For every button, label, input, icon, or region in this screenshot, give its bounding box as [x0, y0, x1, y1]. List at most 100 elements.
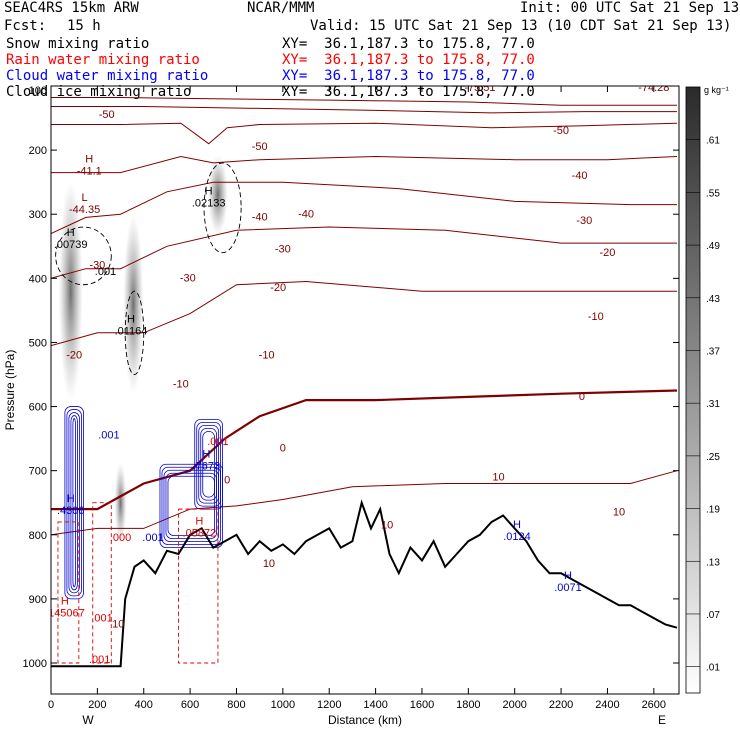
snow-shading — [207, 154, 228, 235]
extremum-label: .001 — [95, 266, 116, 278]
extremum-value: .05872 — [183, 528, 217, 540]
contour-label: -20 — [270, 282, 286, 294]
colorbar-label: .43 — [706, 294, 720, 305]
y-tick-label: 900 — [29, 594, 47, 606]
y-tick-label: 100 — [29, 85, 47, 97]
contour-label: -20 — [599, 247, 615, 259]
colorbar-label: .25 — [706, 452, 720, 463]
contour-label: -10 — [588, 311, 604, 323]
x-tick-label: 1400 — [363, 699, 387, 711]
extremum-label: H — [564, 570, 572, 582]
fcst-label: Fcst: — [4, 18, 47, 34]
x-tick-label: 2400 — [595, 699, 619, 711]
cloud-water-contour — [200, 427, 217, 501]
extremum-label: H — [67, 493, 75, 505]
y-tick-label: 300 — [29, 209, 47, 221]
field-xy: XY= 36.1,187.3 to 175.8, 77.0 — [282, 52, 535, 68]
x-tick-label: 600 — [181, 699, 199, 711]
field-xy: XY= 36.1,187.3 to 175.8, 77.0 — [282, 84, 535, 100]
colorbar-label: .13 — [706, 557, 720, 568]
isotherm — [51, 155, 678, 174]
extremum-label: H — [67, 227, 75, 239]
extremum-value: .00739 — [54, 239, 88, 251]
colorbar-label: .55 — [706, 188, 720, 199]
y-tick-label: 400 — [29, 273, 47, 285]
colorbar-label: .01 — [706, 663, 720, 674]
extremum-label: H — [195, 516, 203, 528]
cloud-water-contour — [159, 463, 223, 548]
contour-label: -50 — [553, 125, 569, 137]
field-xy: XY= 36.1,187.3 to 175.8, 77.0 — [282, 36, 535, 52]
contour-label: -40 — [298, 208, 314, 220]
field-xy: XY= 36.1,187.3 to 175.8, 77.0 — [282, 68, 535, 84]
contour-label: -20 — [66, 349, 82, 361]
y-tick-label: 700 — [29, 466, 47, 478]
snow-shading — [123, 213, 144, 394]
contour-label: -30 — [576, 215, 592, 227]
extremum-value: -44.35 — [69, 204, 100, 216]
extremum-label: H — [85, 153, 93, 165]
contour-label: -30 — [180, 273, 196, 285]
plot-frame — [50, 85, 680, 695]
colorbar-unit: g kg⁻¹ — [704, 85, 729, 95]
extremum-label: H — [61, 596, 69, 608]
colorbar-label: .61 — [706, 136, 720, 147]
cloud-water-contour — [198, 424, 219, 504]
isotherm — [51, 181, 677, 234]
contour-label: -50 — [252, 141, 268, 153]
contour-label: -30 — [89, 260, 105, 272]
rain-contour — [178, 508, 219, 664]
contour-label: -40 — [252, 212, 268, 224]
isotherm — [51, 389, 678, 511]
y-tick-label: 200 — [29, 145, 47, 157]
west-label: W — [82, 713, 94, 727]
contour-label: -30 — [275, 244, 291, 256]
x-axis-label: Distance (km) — [328, 713, 402, 727]
colorbar-label: .49 — [706, 241, 720, 252]
y-tick-label: 800 — [29, 530, 47, 542]
extremum-label: H — [127, 314, 135, 326]
field-label: Rain water mixing ratio — [6, 52, 200, 68]
model-title: SEAC4RS 15km ARW — [4, 0, 139, 16]
cloud-water-contour — [68, 412, 80, 594]
snow-contour — [124, 290, 145, 375]
cloud-water-contour — [163, 469, 219, 542]
x-tick-label: 800 — [227, 699, 245, 711]
y-axis-label: Pressure (hPa) — [3, 350, 17, 431]
x-tick-label: 1200 — [317, 699, 341, 711]
contour-label: 10 — [492, 471, 504, 483]
org-label: NCAR/MMM — [247, 0, 315, 16]
extremum-label: L — [82, 192, 88, 204]
extremum-value: .0124 — [503, 531, 531, 543]
field-label: Snow mixing ratio — [6, 36, 150, 52]
valid-time: Valid: 15 UTC Sat 21 Sep 13 (10 CDT Sat … — [310, 18, 732, 34]
extremum-value: .02133 — [192, 197, 226, 209]
extremum-label: H — [202, 448, 210, 460]
cloud-water-contour — [66, 409, 82, 597]
isotherm — [51, 280, 677, 347]
snow-contour — [55, 226, 112, 286]
extremum-value: .4306 — [57, 505, 85, 517]
contour-label: 10 — [112, 619, 124, 631]
x-tick-label: 1000 — [271, 699, 295, 711]
extremum-value: .0071 — [554, 582, 582, 594]
y-tick-label: 600 — [29, 402, 47, 414]
x-tick-label: 200 — [88, 699, 106, 711]
colorbar-label: .37 — [706, 346, 720, 357]
extremum-label: .001 — [91, 612, 112, 624]
cloud-water-contour — [70, 415, 78, 591]
contour-label: 10 — [613, 507, 625, 519]
cloud-water-contour — [196, 421, 221, 507]
contour-label: 0 — [224, 474, 230, 486]
y-tick-label: 1000 — [23, 658, 47, 670]
extremum-label: .001 — [207, 436, 228, 448]
extremum-label: .000 — [110, 532, 131, 544]
cloud-water-contour — [202, 430, 215, 498]
extremum-label: H — [205, 185, 213, 197]
terrain-line — [51, 499, 678, 668]
contour-label: -10 — [173, 378, 189, 390]
contour-label: 0 — [280, 442, 286, 454]
colorbar — [685, 86, 701, 694]
x-tick-label: 2200 — [549, 699, 573, 711]
